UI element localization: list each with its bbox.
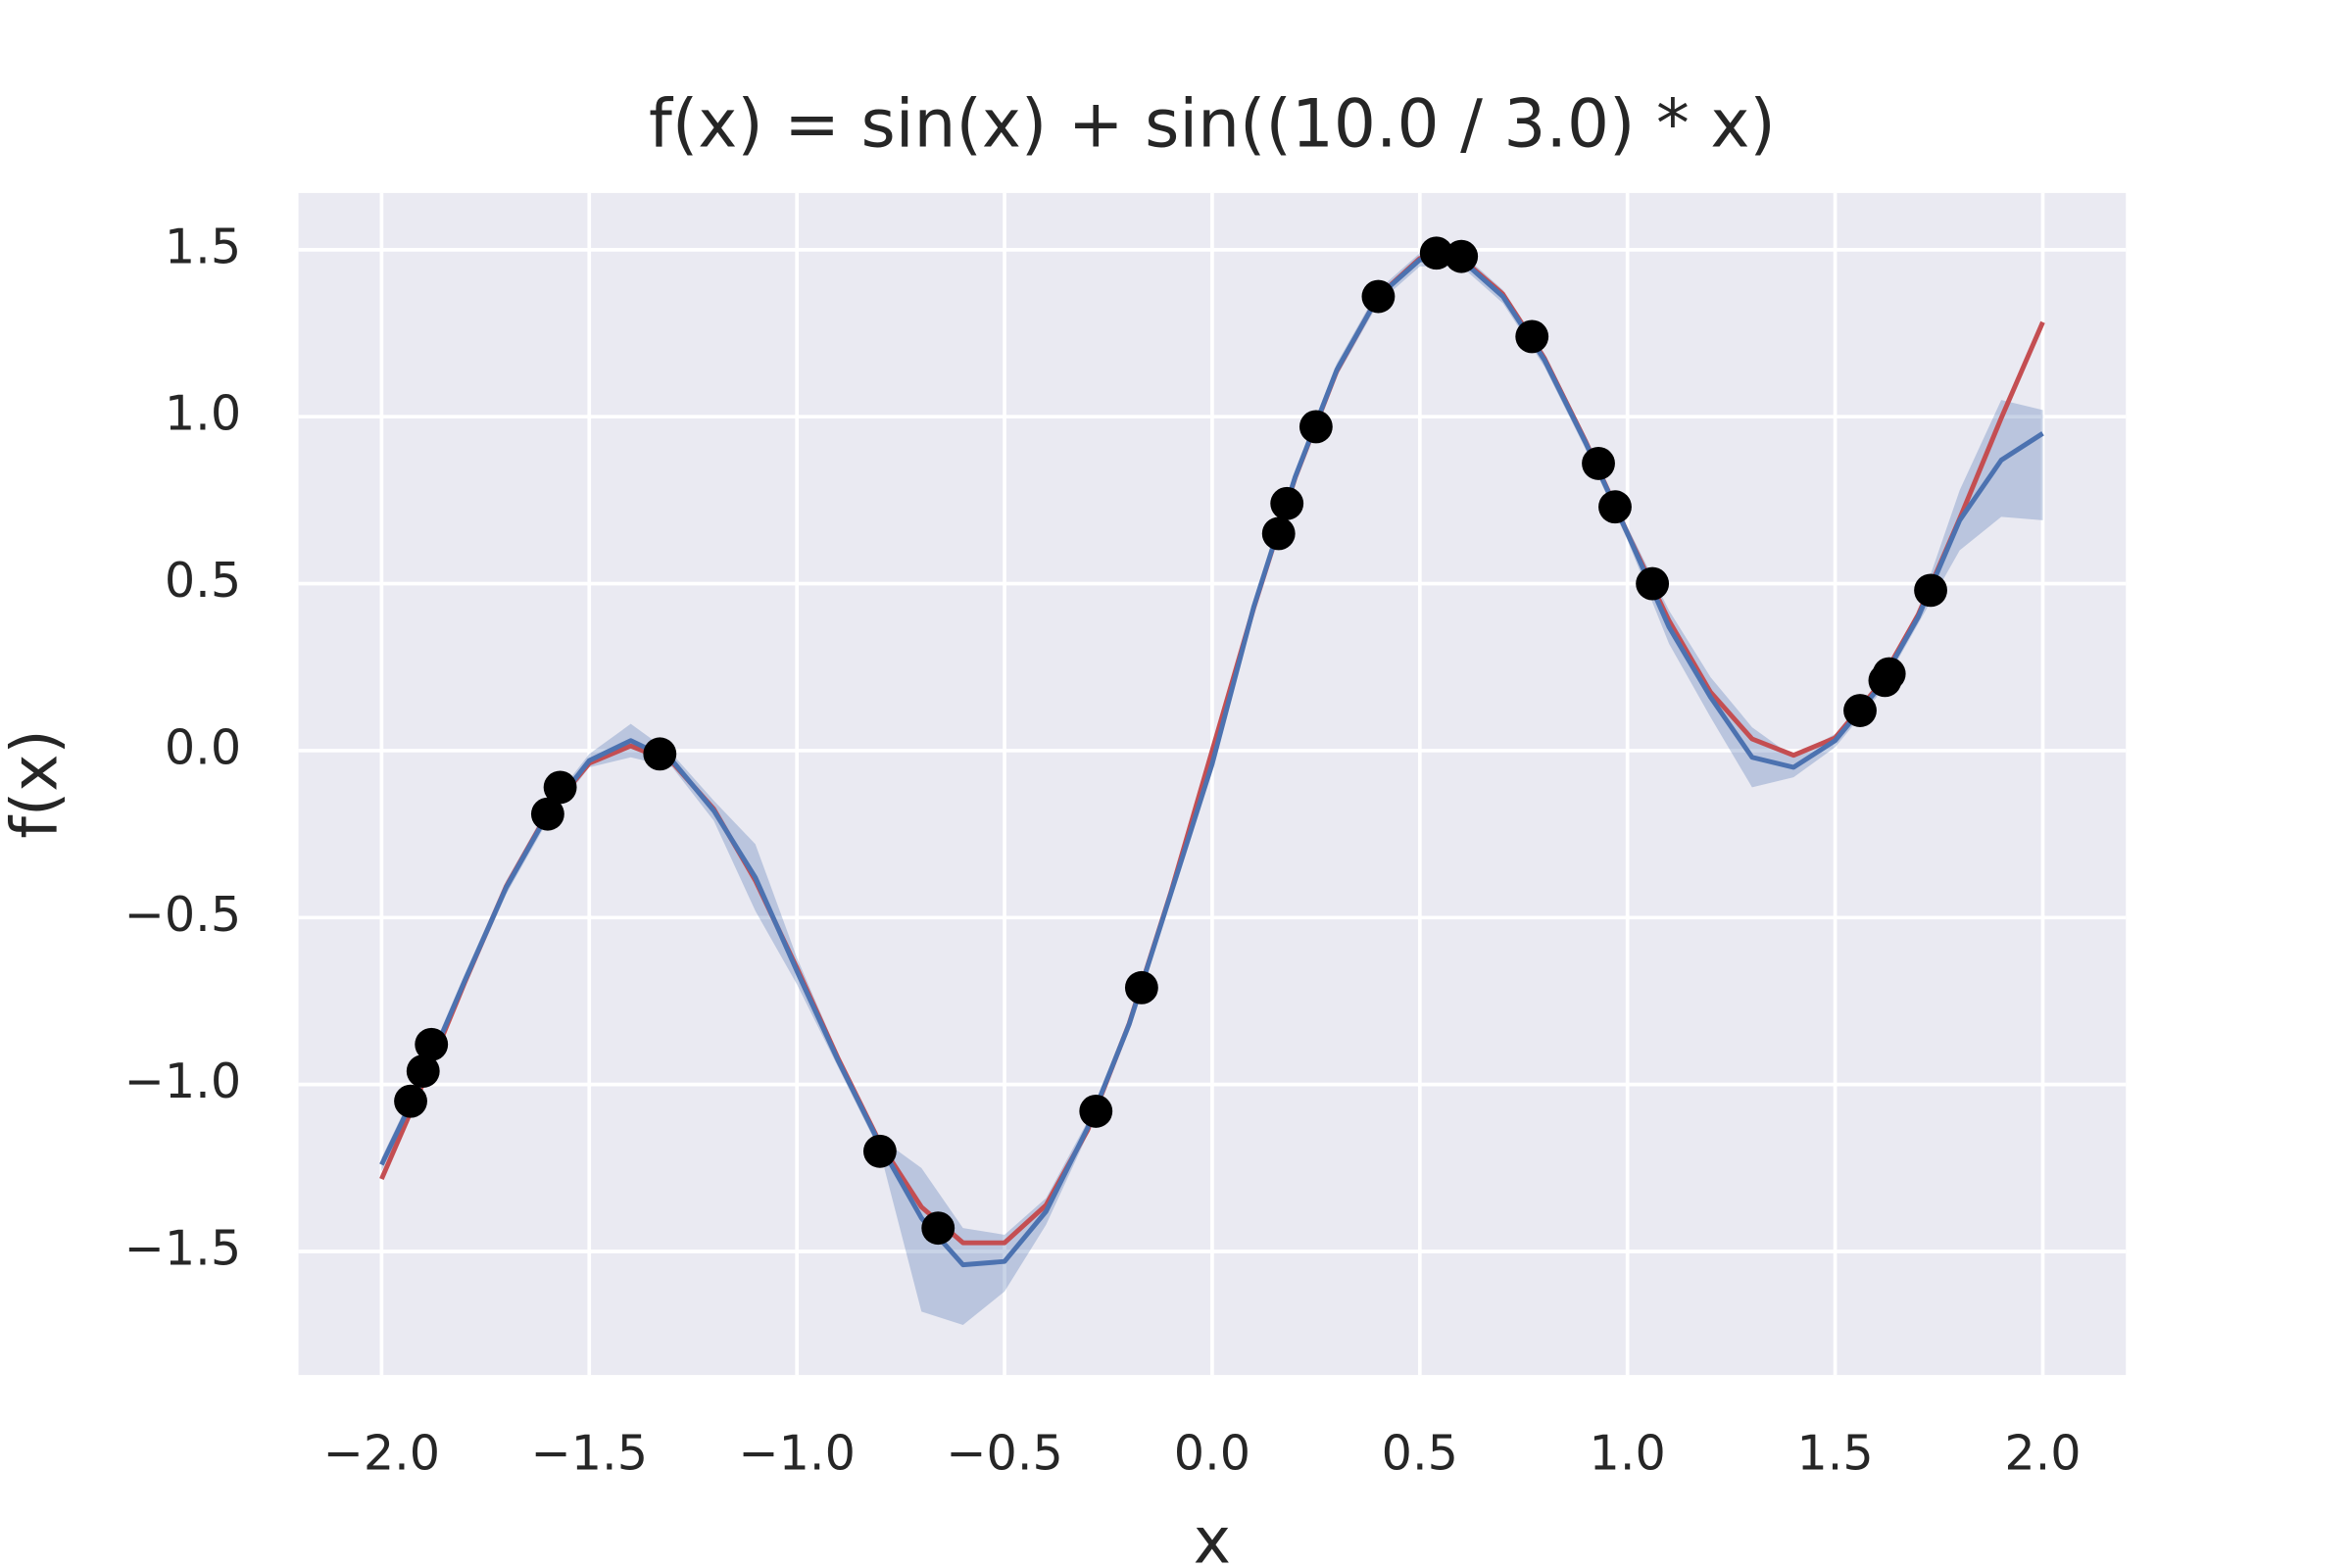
y-axis-label: f(x) — [0, 729, 73, 838]
data-point — [1515, 319, 1549, 354]
marks — [379, 236, 2045, 1325]
y-tick-label: 0.0 — [165, 718, 241, 775]
data-point — [921, 1211, 956, 1246]
data-point — [1636, 566, 1670, 601]
x-tick-label: −1.5 — [531, 1425, 649, 1482]
data-point — [394, 1084, 427, 1118]
y-tick-label: 1.5 — [165, 218, 241, 274]
data-point — [1261, 516, 1296, 551]
x-tick-label: 1.0 — [1590, 1425, 1666, 1482]
data-point — [530, 797, 564, 831]
y-tick-label: −0.5 — [124, 886, 242, 943]
data-point — [1124, 970, 1158, 1004]
x-tick-label: −1.0 — [738, 1425, 856, 1482]
data-point — [543, 770, 577, 805]
x-tick-label: −0.5 — [946, 1425, 1063, 1482]
y-tick-label: −1.5 — [124, 1220, 242, 1277]
grid — [298, 192, 2127, 1376]
x-axis-label: x — [1194, 1505, 1231, 1568]
chart-title: f(x) = sin(x) + sin((10.0 / 3.0) * x) — [649, 84, 1776, 162]
y-tick-label: −1.0 — [124, 1053, 242, 1109]
data-point — [1270, 486, 1304, 520]
data-point — [1079, 1094, 1113, 1128]
y-tick-label: 0.5 — [165, 552, 241, 609]
x-tick-label: 0.0 — [1174, 1425, 1250, 1482]
data-point — [1582, 446, 1615, 480]
data-point — [406, 1054, 440, 1088]
data-point — [1419, 236, 1453, 270]
x-tick-label: −2.0 — [323, 1425, 441, 1482]
y-tick-label: 1.0 — [165, 385, 241, 442]
data-point — [1843, 694, 1877, 727]
data-point — [1598, 490, 1632, 524]
x-tick-label: 2.0 — [2004, 1425, 2081, 1482]
data-point — [862, 1134, 897, 1168]
data-point — [1914, 573, 1947, 608]
data-point — [415, 1027, 449, 1061]
x-tick-label: 0.5 — [1382, 1425, 1458, 1482]
data-point — [1445, 239, 1479, 273]
data-point — [1361, 279, 1396, 314]
data-point — [1298, 410, 1333, 444]
data-point — [643, 737, 677, 771]
data-point — [1872, 657, 1906, 691]
x-tick-label: 1.5 — [1796, 1425, 1873, 1482]
